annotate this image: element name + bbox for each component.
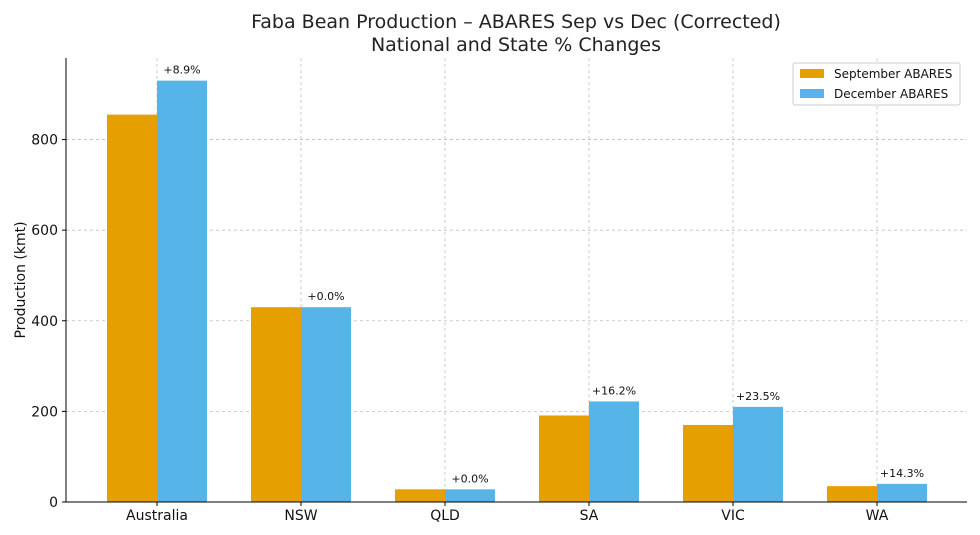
bar-december-qld (445, 489, 495, 502)
chart-title: Faba Bean Production – ABARES Sep vs Dec… (251, 11, 781, 33)
bars (107, 80, 927, 502)
change-label: +8.9% (163, 64, 200, 77)
x-tick-label: WA (866, 508, 889, 524)
x-tick-label: Australia (126, 508, 188, 524)
y-tick-label: 0 (49, 495, 58, 511)
change-label: +23.5% (736, 390, 780, 403)
y-tick-label: 400 (31, 314, 58, 330)
legend-swatch-december (800, 89, 824, 98)
legend: September ABARES December ABARES (792, 62, 961, 106)
x-tick-label: NSW (284, 508, 317, 524)
y-ticks: 0 200 400 600 800 (31, 133, 66, 511)
bar-december-wa (877, 483, 927, 502)
x-tick-label: SA (580, 508, 599, 524)
bar-december-australia (157, 80, 207, 502)
bar-december-vic (733, 406, 783, 502)
legend-frame (792, 62, 961, 106)
bar-december-sa (589, 401, 639, 502)
bar-september-nsw (251, 307, 301, 502)
change-label: +0.0% (451, 472, 488, 485)
bar-september-sa (539, 415, 589, 502)
legend-label-december: December ABARES (834, 87, 948, 101)
data-labels: +8.9% +0.0% +0.0% +16.2% +23.5% +14.3% (163, 64, 924, 486)
change-label: +16.2% (592, 384, 636, 397)
legend-swatch-september (800, 69, 824, 78)
bar-september-wa (827, 486, 877, 502)
legend-label-september: September ABARES (834, 67, 952, 81)
chart-subtitle: National and State % Changes (371, 34, 661, 56)
y-tick-label: 800 (31, 133, 58, 149)
x-ticks: Australia NSW QLD SA VIC WA (126, 502, 889, 524)
bar-december-nsw (301, 307, 351, 502)
bar-september-vic (683, 424, 733, 502)
x-tick-label: QLD (430, 508, 460, 524)
y-tick-label: 600 (31, 223, 58, 239)
y-axis-label: Production (kmt) (13, 221, 29, 338)
bar-september-qld (395, 489, 445, 502)
bar-september-australia (107, 114, 157, 502)
y-tick-label: 200 (31, 404, 58, 420)
change-label: +0.0% (307, 290, 344, 303)
x-tick-label: VIC (721, 508, 745, 524)
change-label: +14.3% (880, 467, 924, 480)
